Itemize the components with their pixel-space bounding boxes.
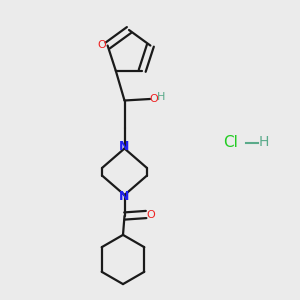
Text: N: N	[119, 190, 130, 203]
Text: O: O	[146, 209, 155, 220]
Text: O: O	[98, 40, 106, 50]
Text: N: N	[119, 140, 130, 154]
Text: H: H	[259, 136, 269, 149]
Text: Cl: Cl	[224, 135, 238, 150]
Text: O: O	[149, 94, 158, 104]
Text: H: H	[157, 92, 166, 102]
